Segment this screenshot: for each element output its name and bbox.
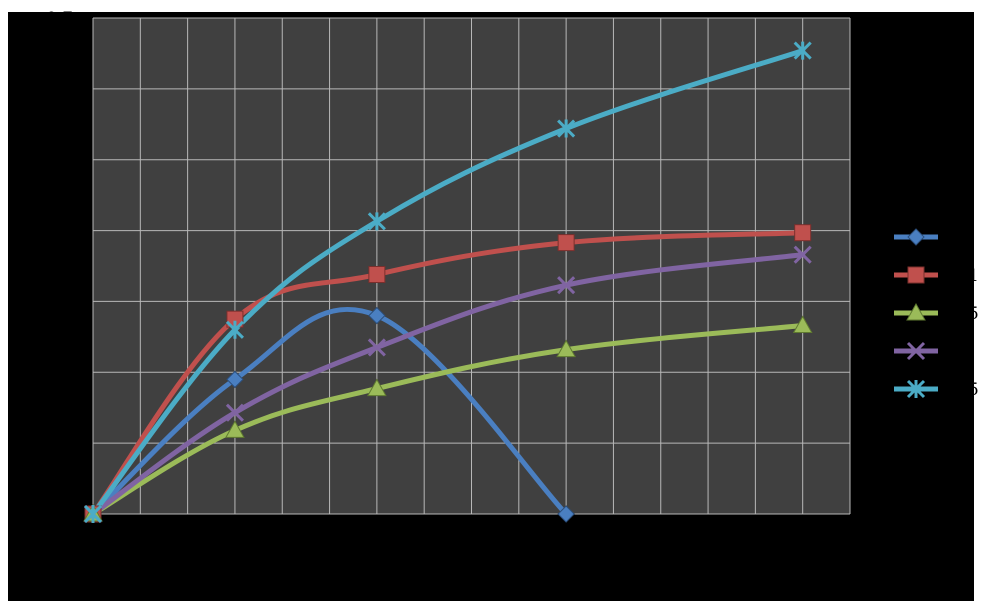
y-tick-label: 0 <box>62 505 73 525</box>
legend-marker-4 <box>906 379 926 399</box>
legend-label-0: Al <box>940 228 959 248</box>
x-tick-label: 15 <box>792 540 814 560</box>
y-axis-ticks: 0 0,1 0,2 0,3 0,4 0,5 0,6 0,7 <box>46 9 73 525</box>
data-point-4 <box>225 320 244 339</box>
data-point-4 <box>83 504 103 524</box>
x-tick-label: 3 <box>230 540 241 560</box>
x-tick-label: 7 <box>419 540 430 560</box>
y-tick-label: 0,6 <box>46 80 73 100</box>
x-tick-label: 5 <box>324 540 335 560</box>
legend-marker-2 <box>906 302 926 321</box>
data-point-3 <box>367 338 386 357</box>
legend-marker-3 <box>906 341 926 361</box>
y-tick-label: 0,3 <box>46 292 73 312</box>
legend-label-3: 0,1 <box>941 342 968 362</box>
data-point-1 <box>368 266 386 284</box>
data-point-2 <box>225 420 245 438</box>
legend-label-1: 0,01 <box>941 266 979 286</box>
data-point-3 <box>793 245 812 264</box>
x-tick-label: 1 <box>135 540 146 560</box>
data-point-0 <box>368 306 386 325</box>
x-tick-label: 10 <box>555 540 577 560</box>
data-point-4 <box>367 212 386 231</box>
data-point-2 <box>556 339 576 358</box>
x-tick-label: 6 <box>371 540 382 560</box>
series-markers <box>83 41 813 524</box>
y-axis-title: Mass loss, g <box>13 208 33 324</box>
x-axis-ticks: 0 1 2 3 4 5 6 7 8 9 10 11 12 13 14 15 16 <box>88 540 861 560</box>
data-point-4 <box>793 41 812 60</box>
y-tick-label: 0,1 <box>46 434 73 454</box>
y-tick-label: 0,7 <box>46 9 73 29</box>
y-tick-label: 0,5 <box>46 151 73 171</box>
data-point-3 <box>557 276 576 295</box>
data-point-1 <box>794 224 812 242</box>
x-tick-label: 9 <box>513 540 524 560</box>
legend-label-2: 0,05 <box>941 304 979 324</box>
data-point-3 <box>225 403 244 422</box>
x-tick-label: 2 <box>182 540 193 560</box>
x-axis-title: Experiment time, hours <box>357 583 583 601</box>
series-line-2 <box>90 323 806 517</box>
x-tick-label: 8 <box>466 540 477 560</box>
legend-marker-1 <box>907 266 925 284</box>
y-tick-label: 0,2 <box>46 363 73 383</box>
x-tick-label: 14 <box>745 540 767 560</box>
data-point-2 <box>792 315 813 334</box>
data-point-0 <box>557 505 575 523</box>
x-tick-label: 16 <box>839 540 861 560</box>
x-tick-label: 12 <box>650 540 672 560</box>
x-tick-label: 13 <box>697 540 719 560</box>
x-tick-label: 4 <box>277 540 288 560</box>
series-line-3 <box>90 252 806 517</box>
data-point-1 <box>557 234 575 252</box>
x-tick-label: 11 <box>603 540 625 560</box>
y-tick-label: 0,4 <box>46 222 73 242</box>
data-point-4 <box>557 119 576 138</box>
data-point-0 <box>226 370 244 389</box>
x-tick-label: 0 <box>88 540 99 560</box>
legend-marker-0 <box>907 228 925 246</box>
data-point-2 <box>367 378 387 397</box>
legend-label-4: 0,15 <box>941 380 979 400</box>
series-line-0 <box>90 307 569 517</box>
legend: Al 0,01 0,05 0,1 0,15 <box>894 228 979 400</box>
